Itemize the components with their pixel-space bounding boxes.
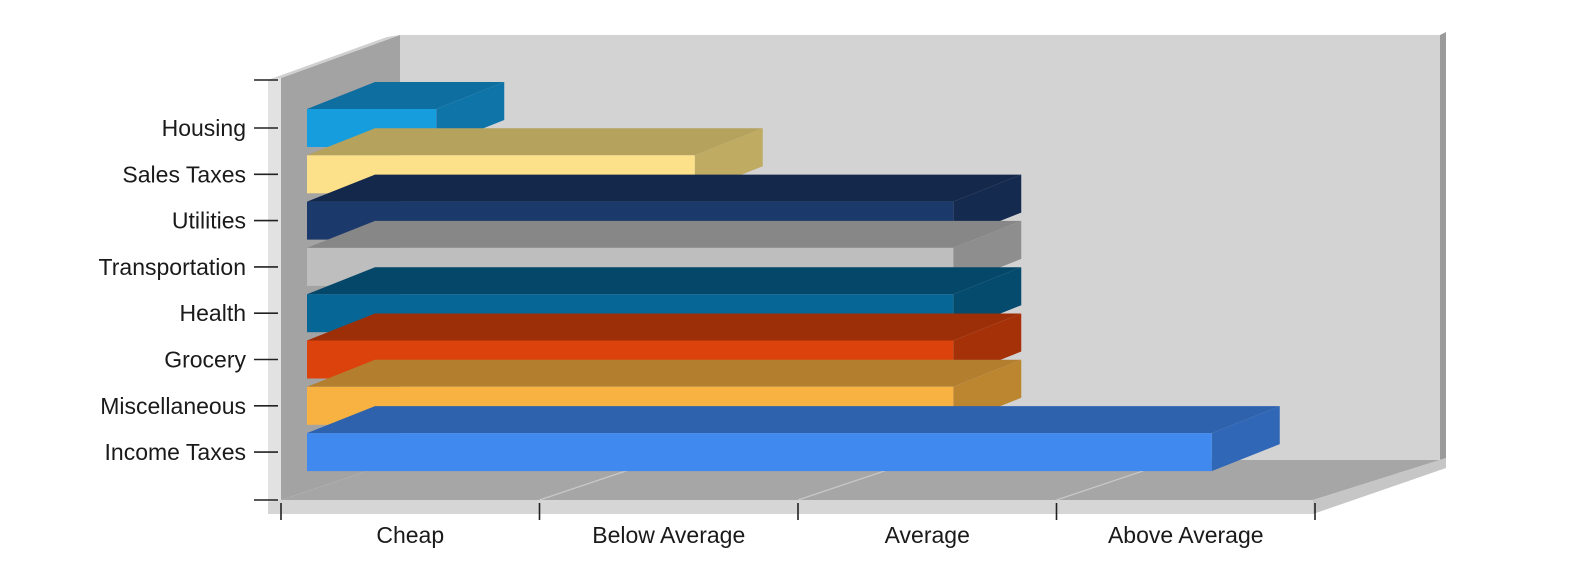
category-label-transportation: Transportation: [99, 254, 246, 280]
category-axis: Housing Sales Taxes Utilities Transportatio…: [99, 79, 278, 501]
bar-top-face: [307, 220, 1022, 248]
bar-top-face: [307, 174, 1022, 202]
bar-top-face: [307, 267, 1022, 295]
chart-left-wall-top-edge: [268, 35, 400, 80]
x-tick-label-above-average: Above Average: [1108, 522, 1264, 548]
category-label-miscellaneous: Miscellaneous: [100, 393, 246, 419]
category-label-health: Health: [180, 300, 246, 326]
chart-floor-right-edge: [1313, 458, 1446, 514]
category-label-income-taxes: Income Taxes: [105, 439, 246, 465]
category-label-sales-taxes: Sales Taxes: [122, 161, 246, 187]
bar-top-face: [307, 82, 505, 109]
category-label-housing: Housing: [162, 115, 246, 141]
x-tick-label-below-average: Below Average: [592, 522, 745, 548]
chart-floor-front-edge: [268, 500, 1313, 514]
bar-income-taxes: [307, 406, 1280, 472]
bar-top-face: [307, 359, 1022, 387]
bar-top-face: [307, 313, 1022, 341]
bar-top-face: [307, 128, 763, 156]
x-tick-label-average: Average: [885, 522, 970, 548]
bar-top-face: [307, 406, 1280, 434]
bar-front-face: [307, 433, 1212, 472]
category-label-grocery: Grocery: [164, 347, 246, 373]
category-label-utilities: Utilities: [172, 208, 246, 234]
bar-side-face: [1211, 406, 1280, 472]
bars-group: [307, 82, 1280, 472]
chart-back-wall-right-edge: [1440, 32, 1446, 460]
value-axis: Cheap Below Average Average Above Average: [280, 503, 1316, 548]
chart-left-wall-front-edge: [268, 78, 281, 502]
x-tick-label-cheap: Cheap: [376, 522, 444, 548]
